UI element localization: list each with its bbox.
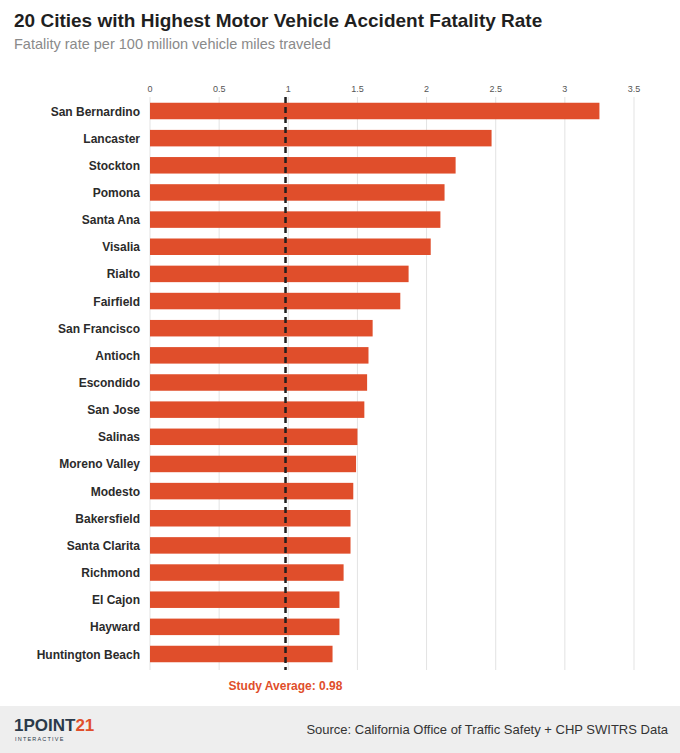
logo: 1POINT21 (14, 716, 94, 735)
category-label: Bakersfield (75, 512, 140, 526)
bar (150, 537, 351, 554)
grid-line (495, 97, 496, 670)
bar (150, 401, 364, 418)
bar (150, 591, 339, 608)
grid-line (564, 97, 565, 670)
bar (150, 130, 492, 147)
grid-line (426, 97, 427, 670)
bar (150, 293, 400, 310)
tick-label: 3.5 (628, 84, 641, 94)
bar (150, 320, 373, 337)
tick-label: 2 (424, 84, 429, 94)
category-label: Fairfield (93, 295, 140, 309)
category-label: Lancaster (83, 132, 140, 146)
tick-label: 0 (147, 84, 152, 94)
reference-line (284, 97, 287, 670)
footer-band (0, 706, 680, 753)
category-label: Santa Clarita (67, 539, 141, 553)
bar (150, 483, 353, 500)
category-label: Modesto (91, 485, 140, 499)
bar (150, 456, 356, 473)
bars (150, 103, 599, 663)
bar (150, 510, 351, 527)
bar (150, 266, 409, 283)
logo-brand: 1POINT (14, 716, 76, 735)
category-label: Huntington Beach (37, 648, 140, 662)
tick-label: 0.5 (213, 84, 226, 94)
category-label: Hayward (90, 620, 140, 634)
category-label: El Cajon (92, 593, 140, 607)
category-label: Pomona (93, 186, 141, 200)
reference-label: Study Average: 0.98 (229, 679, 343, 693)
bar (150, 157, 456, 174)
bar (150, 429, 357, 446)
bar (150, 374, 367, 391)
category-label: Richmond (81, 566, 140, 580)
category-label: Visalia (102, 240, 140, 254)
category-label: Salinas (98, 430, 140, 444)
bar (150, 239, 431, 256)
category-label: Stockton (89, 159, 140, 173)
title: 20 Cities with Highest Motor Vehicle Acc… (14, 10, 542, 31)
category-label: San Francisco (58, 322, 140, 336)
category-label: Antioch (95, 349, 140, 363)
category-label: Santa Ana (82, 213, 141, 227)
logo-accent: 21 (75, 716, 94, 735)
category-label: Rialto (107, 267, 140, 281)
chart: 20 Cities with Highest Motor Vehicle Acc… (0, 0, 680, 753)
logo-sub: INTERACTIVE (15, 736, 65, 742)
subtitle: Fatality rate per 100 million vehicle mi… (14, 36, 331, 52)
category-label: San Jose (87, 403, 140, 417)
bar (150, 184, 445, 201)
bar (150, 619, 339, 636)
tick-label: 1.5 (351, 84, 364, 94)
tick-label: 1 (286, 84, 291, 94)
grid-line (634, 97, 635, 670)
tick-label: 3 (562, 84, 567, 94)
bar (150, 103, 599, 120)
category-label: San Bernardino (51, 105, 140, 119)
category-label: Moreno Valley (59, 457, 140, 471)
bar (150, 211, 440, 228)
bar (150, 646, 333, 663)
source: Source: California Office of Traffic Saf… (306, 722, 668, 737)
category-label: Escondido (79, 376, 140, 390)
tick-label: 2.5 (489, 84, 502, 94)
bar (150, 564, 344, 581)
bar (150, 347, 368, 364)
